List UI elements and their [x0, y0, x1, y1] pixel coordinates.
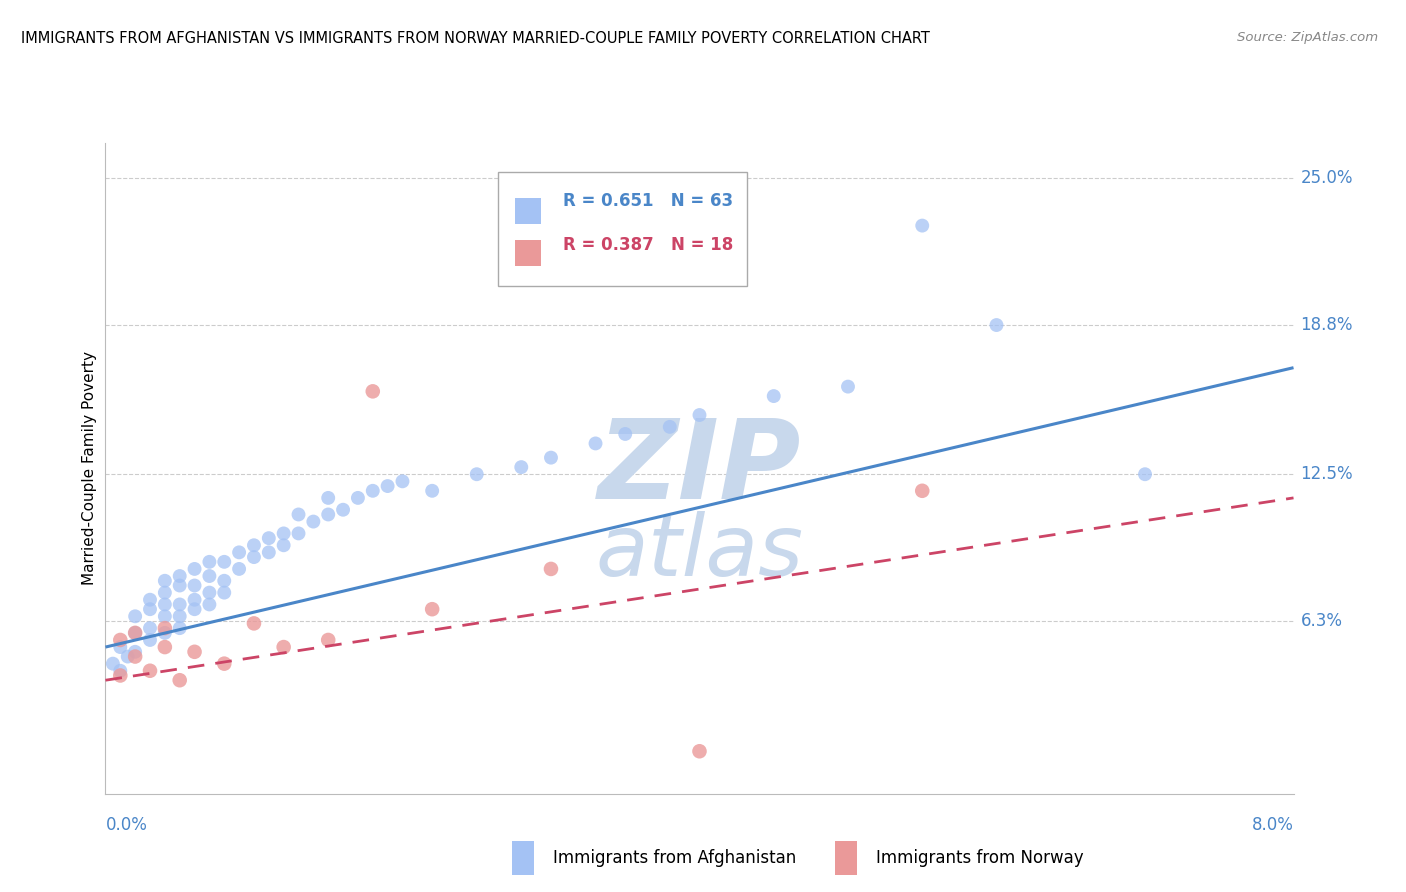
Bar: [516, 198, 541, 224]
Point: [169, 621, 191, 635]
Point: [316, 632, 339, 647]
Text: Source: ZipAtlas.com: Source: ZipAtlas.com: [1237, 31, 1378, 45]
Point: [139, 602, 162, 616]
Point: [287, 508, 309, 522]
Point: [198, 569, 221, 583]
Point: [183, 578, 205, 592]
Point: [243, 550, 266, 565]
Text: 6.3%: 6.3%: [1301, 612, 1343, 630]
Point: [153, 585, 176, 599]
Point: [139, 621, 162, 635]
Point: [214, 657, 236, 671]
Point: [183, 592, 205, 607]
Point: [110, 632, 132, 647]
Point: [124, 625, 146, 640]
Text: 25.0%: 25.0%: [1301, 169, 1353, 187]
Text: R = 0.387   N = 18: R = 0.387 N = 18: [562, 236, 733, 254]
Point: [614, 427, 637, 442]
Point: [110, 668, 132, 682]
Point: [214, 585, 236, 599]
Point: [183, 562, 205, 576]
Point: [316, 508, 339, 522]
Point: [153, 609, 176, 624]
Point: [391, 475, 413, 489]
Point: [214, 555, 236, 569]
Point: [153, 598, 176, 612]
Point: [153, 640, 176, 654]
Text: 0.0%: 0.0%: [105, 816, 148, 834]
Point: [153, 574, 176, 588]
Point: [139, 632, 162, 647]
Text: 8.0%: 8.0%: [1251, 816, 1294, 834]
Point: [273, 640, 295, 654]
Point: [986, 318, 1008, 332]
Bar: [498, 172, 747, 286]
Point: [228, 562, 250, 576]
Text: IMMIGRANTS FROM AFGHANISTAN VS IMMIGRANTS FROM NORWAY MARRIED-COUPLE FAMILY POVE: IMMIGRANTS FROM AFGHANISTAN VS IMMIGRANT…: [21, 31, 929, 46]
Text: 12.5%: 12.5%: [1301, 466, 1353, 483]
Point: [361, 384, 384, 399]
Text: ZIP: ZIP: [598, 415, 801, 522]
Point: [214, 574, 236, 588]
Point: [420, 483, 443, 498]
Point: [762, 389, 785, 403]
Point: [911, 483, 934, 498]
Bar: [516, 240, 541, 267]
Point: [658, 420, 681, 434]
Point: [169, 598, 191, 612]
Text: 18.8%: 18.8%: [1301, 316, 1353, 334]
Point: [273, 526, 295, 541]
Point: [124, 609, 146, 624]
Point: [110, 640, 132, 654]
Point: [689, 744, 711, 758]
Point: [243, 616, 266, 631]
Point: [183, 645, 205, 659]
Point: [183, 602, 205, 616]
Point: [585, 436, 607, 450]
Point: [198, 598, 221, 612]
Point: [332, 502, 354, 516]
Point: [837, 379, 859, 393]
Point: [347, 491, 370, 505]
Point: [911, 219, 934, 233]
Point: [540, 450, 562, 465]
Point: [420, 602, 443, 616]
Point: [169, 673, 191, 688]
Text: R = 0.651   N = 63: R = 0.651 N = 63: [562, 193, 733, 211]
Point: [257, 531, 280, 545]
Point: [361, 483, 384, 498]
Point: [377, 479, 399, 493]
Text: Immigrants from Norway: Immigrants from Norway: [876, 849, 1084, 867]
Point: [243, 538, 266, 552]
Point: [257, 545, 280, 559]
Point: [139, 664, 162, 678]
Point: [228, 545, 250, 559]
Point: [273, 538, 295, 552]
Point: [169, 569, 191, 583]
Point: [510, 460, 533, 475]
Point: [139, 592, 162, 607]
Point: [287, 526, 309, 541]
Point: [101, 657, 124, 671]
Point: [540, 562, 562, 576]
Point: [124, 625, 146, 640]
Point: [153, 621, 176, 635]
Point: [153, 625, 176, 640]
Point: [169, 609, 191, 624]
Point: [1133, 467, 1156, 482]
Point: [117, 649, 139, 664]
Point: [465, 467, 488, 482]
Point: [689, 408, 711, 422]
Point: [316, 491, 339, 505]
Point: [198, 585, 221, 599]
Point: [169, 578, 191, 592]
Y-axis label: Married-Couple Family Poverty: Married-Couple Family Poverty: [82, 351, 97, 585]
Point: [124, 645, 146, 659]
Text: Immigrants from Afghanistan: Immigrants from Afghanistan: [553, 849, 796, 867]
Point: [110, 664, 132, 678]
Point: [302, 515, 325, 529]
Text: atlas: atlas: [596, 511, 803, 594]
Point: [198, 555, 221, 569]
Point: [124, 649, 146, 664]
